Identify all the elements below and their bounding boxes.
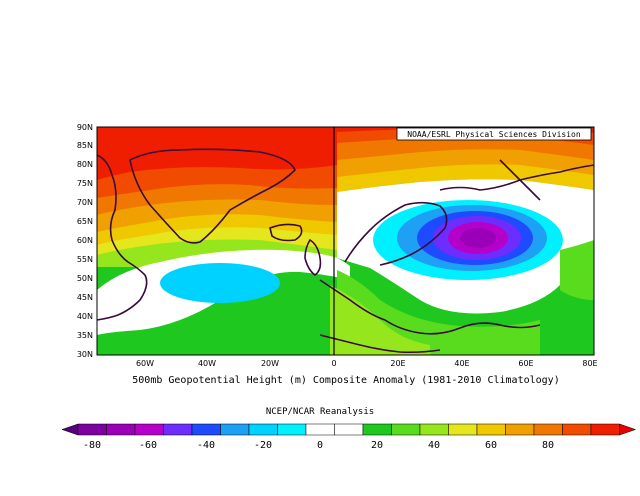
low-east-60 xyxy=(460,228,496,248)
colorbar-swatch xyxy=(134,423,164,436)
colorbar-label-minus-40: -40 xyxy=(197,440,215,451)
lon-axis: 60W 40W 20W 0 20E 40E 60E 80E xyxy=(136,359,598,368)
scandinavia-coast xyxy=(344,201,448,266)
africa-coast xyxy=(319,334,441,354)
colorbar-swatch xyxy=(362,423,392,436)
low-atlantic-20 xyxy=(160,263,280,303)
lon-label-80e: 80E xyxy=(582,359,597,368)
credit-text: NOAA/ESRL Physical Sciences Division xyxy=(407,130,581,139)
lon-label-40w: 40W xyxy=(198,359,216,368)
lon-label-60e: 60E xyxy=(518,359,533,368)
colorbar-labels: -80 -60 -40 -20 0 20 40 60 80 xyxy=(83,440,554,451)
plot-frame xyxy=(96,126,595,356)
colorbar-label-0: 0 xyxy=(317,440,323,451)
colorbar-swatch xyxy=(248,423,278,436)
lat-axis: 90N 85N 80N 75N 70N 65N 60N 55N 50N 45N … xyxy=(77,123,93,359)
lat-label-60n: 60N xyxy=(77,236,93,245)
lat-label-85n: 85N xyxy=(77,141,93,150)
colorbar-label-minus-20: -20 xyxy=(254,440,272,451)
lat-label-50n: 50N xyxy=(77,274,93,283)
novaya-zemlya-coast xyxy=(499,159,541,201)
iceland-coast xyxy=(269,223,303,242)
colorbar-swatch xyxy=(220,423,250,436)
colorbar-label-80: 80 xyxy=(542,440,554,451)
source-label: NCEP/NCAR Reanalysis xyxy=(266,407,374,417)
colorbar-high-arrow xyxy=(619,423,637,436)
lon-label-40e: 40E xyxy=(454,359,469,368)
band-40-med xyxy=(330,285,430,355)
lon-label-0: 0 xyxy=(331,359,336,368)
lat-label-30n: 30N xyxy=(77,350,93,359)
colorbar-label-40: 40 xyxy=(428,440,440,451)
lat-label-80n: 80N xyxy=(77,160,93,169)
europe-coast xyxy=(319,279,541,335)
colorbar-label-60: 60 xyxy=(485,440,497,451)
colorbar-swatch xyxy=(476,423,506,436)
colorbar-swatch xyxy=(391,423,421,436)
lat-label-75n: 75N xyxy=(77,179,93,188)
lat-label-70n: 70N xyxy=(77,198,93,207)
colorbar-swatch xyxy=(305,423,335,436)
greenland-coast xyxy=(129,148,296,244)
anomaly-field xyxy=(97,127,594,355)
colorbar-swatch xyxy=(77,423,107,436)
map-caption: 500mb Geopotential Height (m) Composite … xyxy=(132,375,559,386)
credit-box xyxy=(396,127,592,141)
band-80-west xyxy=(97,127,337,180)
lat-label-65n: 65N xyxy=(77,217,93,226)
colorbar-swatch xyxy=(106,423,136,436)
band-30-east-edge xyxy=(560,240,594,300)
colorbar-swatch xyxy=(419,423,449,436)
colorbar-swatch xyxy=(163,423,193,436)
colorbar-swatch xyxy=(533,423,563,436)
lat-label-55n: 55N xyxy=(77,255,93,264)
lon-label-20e: 20E xyxy=(390,359,405,368)
uk-coast xyxy=(304,238,322,276)
lat-label-35n: 35N xyxy=(77,331,93,340)
lat-label-90n: 90N xyxy=(77,123,93,132)
colorbar-label-minus-80: -80 xyxy=(83,440,101,451)
colorbar-swatch xyxy=(505,423,535,436)
lon-label-60w: 60W xyxy=(136,359,154,368)
colorbar-label-20: 20 xyxy=(371,440,383,451)
lat-label-45n: 45N xyxy=(77,293,93,302)
colorbar-swatch xyxy=(562,423,592,436)
colorbar-swatch xyxy=(334,423,364,436)
colorbar-swatch xyxy=(191,423,221,436)
colorbar-low-arrow xyxy=(61,423,79,436)
lat-label-40n: 40N xyxy=(77,312,93,321)
colorbar-swatch xyxy=(277,423,307,436)
colorbar-label-minus-60: -60 xyxy=(139,440,157,451)
coastlines xyxy=(97,148,594,354)
colorbar-swatch xyxy=(448,423,478,436)
colorbar xyxy=(61,423,637,436)
colorbar-swatch xyxy=(590,423,620,436)
canada-coast xyxy=(97,154,148,321)
lon-label-20w: 20W xyxy=(261,359,279,368)
